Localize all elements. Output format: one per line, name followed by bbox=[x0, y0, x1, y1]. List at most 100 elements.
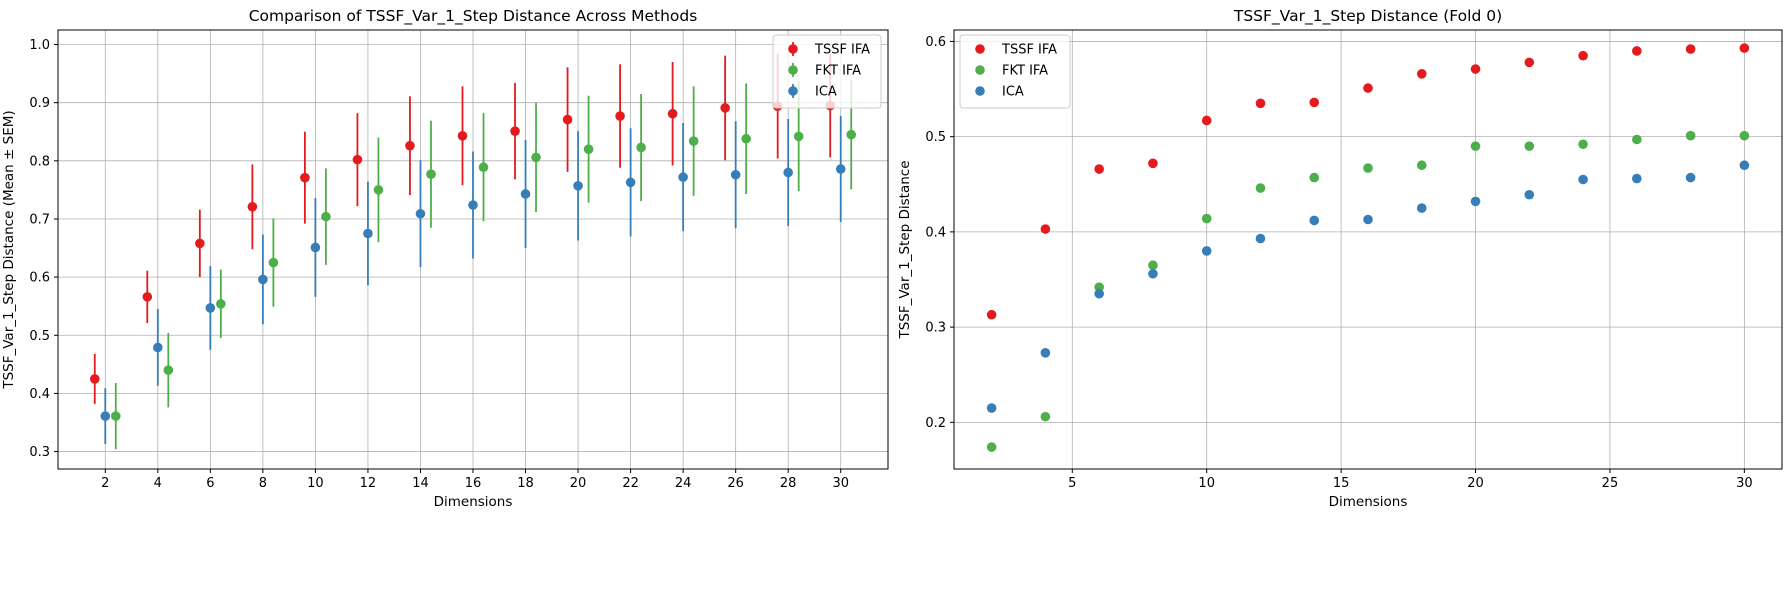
data-point bbox=[426, 169, 436, 180]
data-point bbox=[636, 142, 646, 153]
series-group bbox=[100, 116, 846, 444]
data-point bbox=[562, 114, 573, 125]
data-point bbox=[352, 154, 363, 165]
data-point bbox=[1201, 213, 1212, 224]
data-point bbox=[153, 342, 163, 353]
x-tick-label: 28 bbox=[780, 476, 797, 491]
data-point bbox=[110, 411, 121, 421]
y-axis-ticks: 0.2 0.3 0.4 0.5 0.6 bbox=[925, 35, 954, 431]
data-point bbox=[783, 167, 793, 178]
legend-marker bbox=[788, 44, 798, 54]
x-tick-label: 26 bbox=[727, 476, 744, 491]
data-point bbox=[986, 403, 997, 413]
chart-title: TSSF_Var_1_Step Distance (Fold 0) bbox=[1233, 7, 1502, 26]
data-point bbox=[478, 162, 489, 173]
legend-label: ICA bbox=[815, 85, 837, 100]
chart-title: Comparison of TSSF_Var_1_Step Distance A… bbox=[249, 7, 698, 26]
legend-marker bbox=[788, 65, 798, 75]
x-tick-label: 18 bbox=[517, 476, 534, 491]
data-point bbox=[1470, 196, 1481, 207]
data-point bbox=[720, 103, 730, 113]
data-point bbox=[258, 274, 268, 285]
x-axis-label: Dimensions bbox=[434, 494, 513, 510]
x-tick-label: 4 bbox=[154, 476, 162, 491]
y-tick-label: 0.8 bbox=[29, 154, 50, 169]
legend-label: TSSF IFA bbox=[814, 43, 870, 58]
data-point bbox=[1416, 203, 1427, 213]
legend-item: FKT IFA bbox=[788, 63, 861, 79]
data-point bbox=[216, 299, 226, 309]
data-point bbox=[1201, 115, 1212, 126]
x-tick-label: 20 bbox=[570, 476, 587, 491]
legend-item: ICA bbox=[788, 84, 837, 100]
data-point bbox=[1524, 57, 1535, 68]
data-point bbox=[667, 108, 678, 119]
y-axis-ticks: 0.3 0.4 0.5 0.6 0.7 0.8 0.9 1.0 bbox=[29, 38, 58, 460]
y-tick-label: 1.0 bbox=[29, 38, 50, 53]
data-point bbox=[142, 292, 153, 302]
legend-marker bbox=[975, 65, 985, 75]
data-point bbox=[1309, 172, 1320, 183]
data-point bbox=[583, 144, 594, 154]
data-point bbox=[373, 185, 384, 195]
x-tick-label: 12 bbox=[360, 476, 377, 491]
series-group bbox=[89, 53, 836, 404]
data-point bbox=[1255, 233, 1266, 244]
data-point bbox=[1148, 158, 1158, 169]
data-point bbox=[300, 172, 310, 183]
data-point bbox=[1578, 139, 1588, 150]
series-group bbox=[986, 160, 1750, 413]
x-tick-label: 15 bbox=[1333, 476, 1350, 491]
x-tick-label: 30 bbox=[832, 476, 849, 491]
x-axis-ticks: 5 10 15 20 25 30 bbox=[1068, 469, 1753, 491]
x-tick-label: 22 bbox=[622, 476, 639, 491]
data-point bbox=[846, 129, 857, 140]
data-point bbox=[321, 211, 331, 222]
data-point bbox=[1739, 130, 1750, 141]
y-tick-label: 0.3 bbox=[29, 445, 50, 460]
data-point bbox=[205, 303, 216, 313]
data-point bbox=[510, 126, 520, 136]
data-point bbox=[1470, 141, 1481, 151]
data-point bbox=[247, 201, 258, 212]
x-tick-label: 6 bbox=[206, 476, 214, 491]
data-point bbox=[1739, 43, 1750, 53]
y-tick-label: 0.5 bbox=[925, 130, 946, 145]
data-point bbox=[1148, 268, 1158, 279]
x-tick-label: 30 bbox=[1736, 476, 1753, 491]
data-point bbox=[1524, 141, 1535, 151]
legend-label: FKT IFA bbox=[1002, 64, 1048, 79]
data-point bbox=[1255, 183, 1266, 193]
data-point bbox=[520, 189, 531, 199]
data-point bbox=[457, 131, 468, 141]
y-tick-label: 0.3 bbox=[925, 321, 946, 336]
data-point bbox=[1094, 282, 1104, 292]
data-point bbox=[310, 242, 321, 253]
legend-marker bbox=[975, 86, 985, 96]
data-point bbox=[625, 177, 636, 188]
legend: TSSF IFA FKT IFA ICA bbox=[772, 34, 882, 109]
data-point bbox=[1685, 44, 1696, 54]
data-point bbox=[615, 111, 625, 121]
data-point bbox=[688, 136, 699, 146]
series-group bbox=[110, 80, 857, 450]
data-point bbox=[531, 152, 541, 163]
legend-marker bbox=[788, 86, 798, 96]
data-point bbox=[793, 131, 804, 142]
data-point bbox=[268, 257, 279, 268]
data-marks bbox=[986, 43, 1750, 452]
legend-item: TSSF IFA bbox=[975, 43, 1057, 58]
errorbar-chart-panel: 2 4 6 8 10 12 14 16 18 20 22 24 26 28 300.30.40.50.60.… bbox=[1, 7, 889, 510]
data-point bbox=[678, 172, 688, 182]
data-point bbox=[100, 411, 111, 421]
series-group bbox=[986, 130, 1750, 452]
data-point bbox=[1309, 97, 1320, 108]
x-tick-label: 14 bbox=[412, 476, 429, 491]
data-point bbox=[1040, 411, 1051, 422]
y-tick-label: 0.6 bbox=[925, 35, 946, 50]
data-point bbox=[1470, 64, 1481, 74]
data-point bbox=[1201, 246, 1212, 256]
data-point bbox=[163, 365, 174, 375]
legend-label: TSSF IFA bbox=[1001, 43, 1057, 58]
